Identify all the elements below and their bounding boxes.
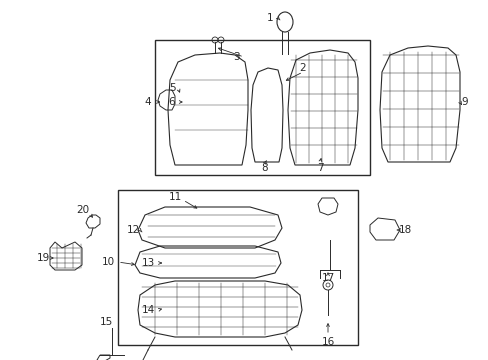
Text: 2: 2 xyxy=(299,63,305,73)
Bar xyxy=(118,190,357,345)
Text: 5: 5 xyxy=(168,83,175,93)
Text: 16: 16 xyxy=(321,337,334,347)
Text: 1: 1 xyxy=(266,13,273,23)
Text: 4: 4 xyxy=(144,97,151,107)
Text: 17: 17 xyxy=(321,273,334,283)
Text: 7: 7 xyxy=(316,163,323,173)
Text: 3: 3 xyxy=(232,52,239,62)
Text: 19: 19 xyxy=(36,253,49,263)
Text: 12: 12 xyxy=(126,225,140,235)
Text: 11: 11 xyxy=(168,192,181,202)
Text: 14: 14 xyxy=(141,305,154,315)
Text: 15: 15 xyxy=(99,317,112,327)
Text: 9: 9 xyxy=(461,97,468,107)
Bar xyxy=(155,40,369,175)
Text: 13: 13 xyxy=(141,258,154,268)
Text: 10: 10 xyxy=(101,257,114,267)
Text: 18: 18 xyxy=(398,225,411,235)
Text: 20: 20 xyxy=(76,205,89,215)
Text: 6: 6 xyxy=(168,97,175,107)
Text: 8: 8 xyxy=(261,163,268,173)
